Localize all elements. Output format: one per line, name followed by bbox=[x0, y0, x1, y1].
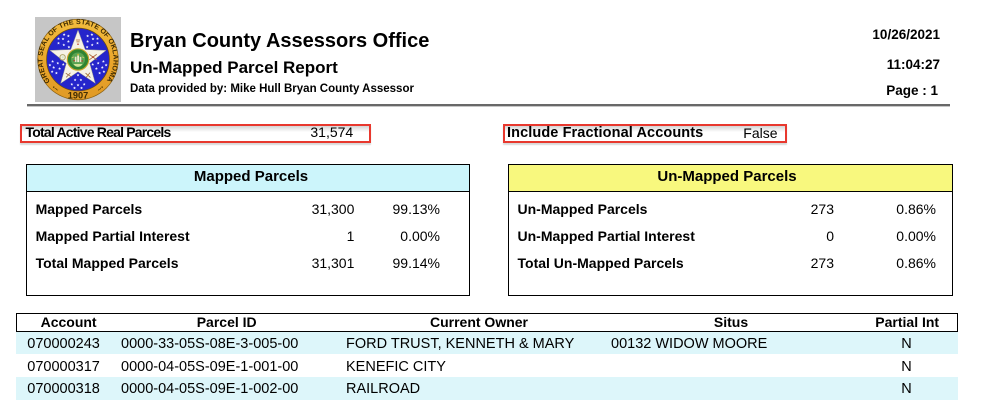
svg-text:∼•: ∼• bbox=[96, 85, 105, 94]
svg-text:•∼: •∼ bbox=[51, 85, 60, 94]
svg-text:1907: 1907 bbox=[68, 90, 88, 100]
